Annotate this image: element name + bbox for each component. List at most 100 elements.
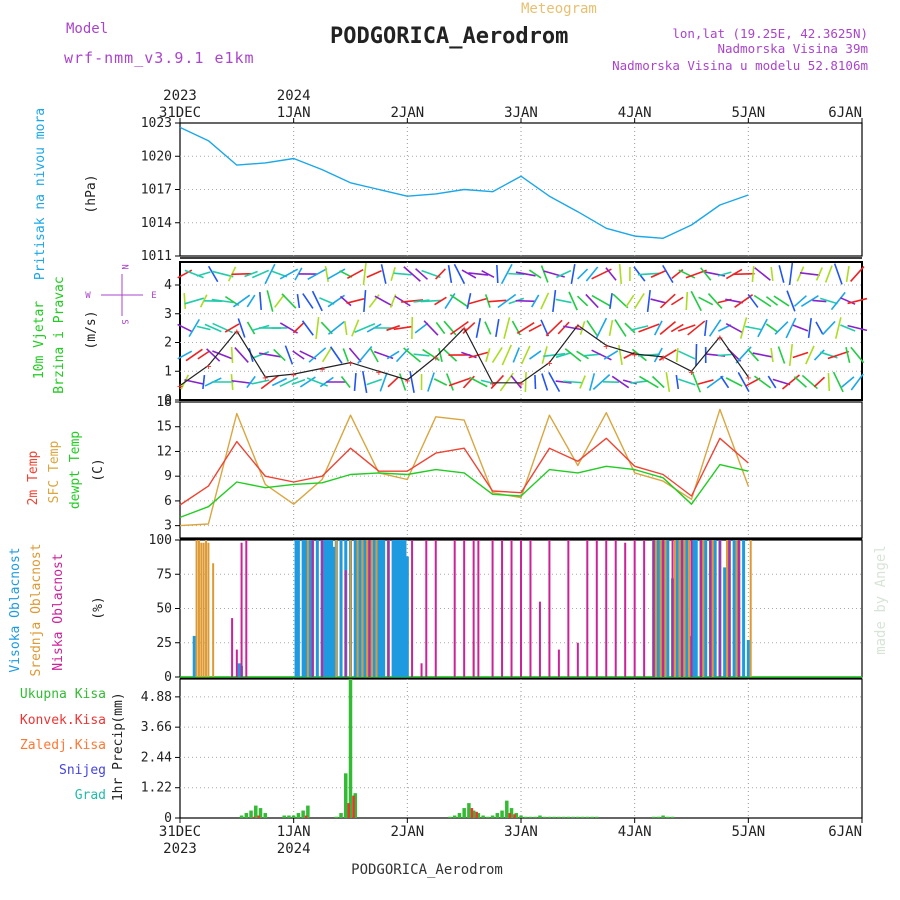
precip_total-bar [666, 816, 670, 818]
wind-arrow [614, 319, 627, 337]
meteogram-label: Meteogram [521, 1, 597, 17]
precip_conv-bar [508, 813, 512, 818]
precip_total-bar [457, 813, 462, 818]
wind-arrow [820, 297, 838, 305]
wind-arrow [639, 375, 659, 389]
precip_total-bar [661, 815, 665, 818]
wind-arrow [659, 293, 676, 309]
wind-arrow [757, 318, 768, 338]
wind-arrow [281, 293, 297, 309]
wind-arrow [485, 348, 491, 362]
cloud_low-bar [411, 540, 414, 677]
wind-arrow [177, 323, 193, 333]
precip_total-bar [505, 800, 509, 818]
precip_total-bar [244, 813, 249, 818]
wind-arrow [435, 268, 446, 280]
cloud_low-bar [321, 540, 324, 677]
y-tick-label: 0 [164, 670, 172, 685]
x-year-label-top: 2024 [277, 88, 311, 104]
precip_conv-bar [252, 816, 256, 818]
cloud_high-bar [704, 540, 708, 677]
wind-arrow [403, 347, 422, 363]
wind-gust-marker: + [745, 373, 751, 384]
wind-arrow [612, 293, 629, 309]
precip_total-bar [500, 810, 504, 818]
cloud_high-bar [330, 540, 334, 677]
wind-arrow [659, 320, 677, 336]
cloud_high-bar [742, 540, 746, 677]
wind-gust-marker: + [546, 359, 552, 370]
wind-arrow [401, 299, 424, 303]
cloud_mid-bar [688, 540, 691, 677]
wind-gust-marker: + [490, 379, 496, 390]
wind-arrow [767, 375, 777, 389]
cloud_high-bar [713, 540, 717, 677]
precip_total-bar [595, 816, 599, 818]
precip_total-bar [495, 813, 500, 818]
cloud_low-bar [567, 540, 570, 677]
x-tick-label-top: 3JAN [504, 105, 538, 121]
wind-arrow [386, 324, 400, 332]
precip_total-bar [538, 815, 542, 818]
wind-arrow [796, 266, 805, 282]
wind-arrow [394, 295, 411, 307]
y-tick-label: 6 [164, 494, 172, 509]
wind-gust-marker: + [291, 370, 297, 381]
wind-arrow [576, 350, 589, 360]
wind-arrow [393, 325, 412, 331]
wind-arrow [435, 321, 446, 335]
wind-arrow [292, 350, 305, 360]
wind-arrow [327, 268, 346, 280]
y-tick-label: 12 [156, 444, 172, 459]
cloud_high-bar [398, 540, 402, 677]
precip_total-bar [656, 816, 661, 818]
wind-arrow [752, 352, 773, 358]
wind-arrow [264, 263, 276, 285]
wind-arrow [708, 319, 722, 337]
direction-west: W [85, 291, 91, 301]
cloud_low-bar [245, 540, 248, 677]
cloud_mid-bar [702, 540, 705, 677]
cloud_low-bar [557, 649, 560, 677]
x-tick-label-top: 5JAN [731, 105, 765, 121]
panel-frames [179, 122, 863, 819]
wind-arrow [747, 294, 759, 308]
wind-arrow [678, 324, 696, 332]
wind-arrow [296, 293, 301, 309]
wind-arrow [324, 265, 329, 283]
wind-arrow [792, 324, 809, 332]
cloud_high-bar [401, 540, 405, 677]
cloud-low-side-label: Niska Oblacnost [51, 553, 66, 670]
y-tick-label: 1023 [141, 116, 172, 131]
wind-arrow [327, 321, 345, 335]
x-tick-label-bottom: 5JAN [731, 824, 765, 840]
wind-arrow [588, 373, 596, 391]
wind-arrow [697, 379, 714, 385]
wind-arrow [299, 376, 316, 388]
wind-arrow [717, 271, 732, 277]
wind-arrow [212, 322, 233, 334]
wind-arrow [765, 323, 779, 333]
wind-arrow [319, 297, 335, 305]
wind-arrow [845, 347, 851, 363]
x-year-label-bottom: 2024 [277, 841, 311, 857]
precip-conv-legend: Konvek.Kisa [20, 713, 106, 728]
cloud_high-bar [308, 540, 312, 677]
wind-arrow [624, 322, 636, 334]
cloud_low-bar [434, 540, 437, 677]
wind-arrow [398, 373, 407, 391]
wind-arrow [386, 350, 400, 360]
wind-arrow [847, 324, 868, 332]
wind-arrow [361, 371, 368, 393]
wind-arrow [555, 351, 572, 359]
wind-arrow [427, 372, 435, 392]
wind-arrow [251, 379, 270, 385]
wind-arrow [292, 322, 304, 334]
wind-gust-marker: + [688, 367, 694, 378]
precip-frozen-legend: Zaledj.Kisa [20, 738, 106, 753]
x-tick-label-top: 31DEC [159, 105, 201, 121]
precip_total-bar [576, 816, 580, 818]
wind-gust-marker: + [660, 353, 666, 364]
x-year-label-bottom: 2023 [163, 841, 197, 857]
x-tick-label-top: 6JAN [828, 105, 862, 121]
